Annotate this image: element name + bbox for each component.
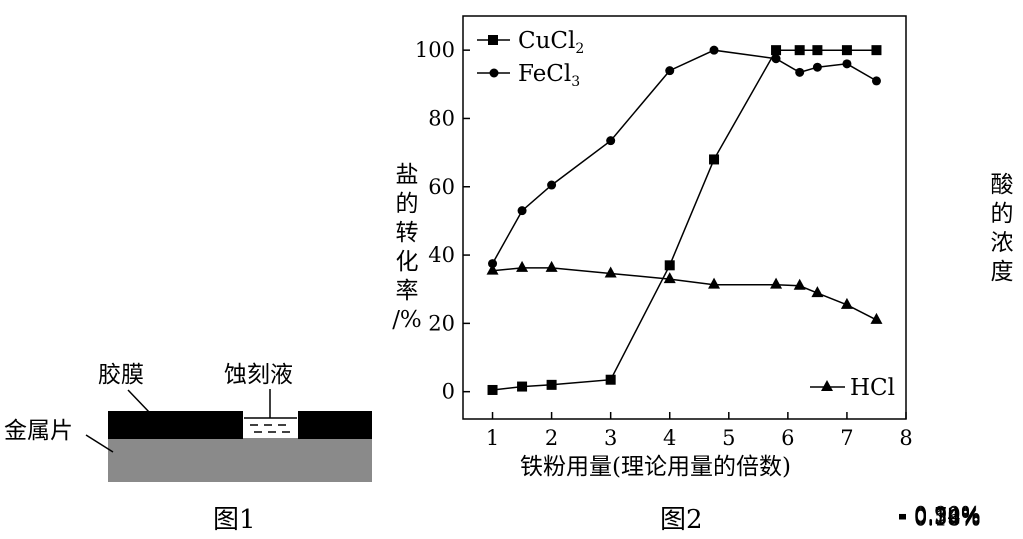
legend-fecl3: FeCl3 (477, 61, 580, 90)
legend-cucl2: CuCl2 (477, 28, 584, 57)
left-tick-label: 80 (428, 106, 455, 130)
data-point-cucl2 (794, 45, 805, 56)
data-point-fecl3 (842, 59, 852, 69)
data-point-fecl3 (871, 76, 881, 86)
legend-label-fecl3: FeCl3 (518, 61, 580, 90)
data-point-fecl3 (771, 54, 781, 64)
x-tick-label: 6 (781, 426, 794, 450)
x-axis-title: 铁粉用量(理论用量的倍数) (520, 454, 791, 480)
right-tick-label: 0.72% (914, 504, 981, 528)
data-point-hcl (663, 272, 676, 284)
series-line-cucl2 (492, 49, 877, 391)
data-point-hcl (604, 266, 617, 278)
right-tick-label: 0.18% (914, 507, 981, 531)
legend-label-hcl: HCl (850, 375, 895, 401)
right-axis-ticks: 0.18%0.36%0.54%0.72%0.90% (899, 503, 981, 531)
series-hcl (486, 260, 883, 324)
data-point-cucl2 (812, 45, 823, 56)
left-tick-label: 40 (428, 243, 455, 267)
legend-label-cucl2: CuCl2 (518, 28, 584, 57)
data-point-hcl (811, 286, 824, 298)
etchant-label: 蚀刻液 (224, 362, 293, 388)
right-axis-title-char: 酸 (991, 172, 1014, 198)
data-point-cucl2 (517, 381, 528, 392)
left-tick-label: 100 (415, 38, 455, 62)
data-point-hcl (770, 277, 783, 289)
figure2-chart: 1 2 3 4 5 6 7 8 0 20 40 60 80 100 0.18%0.36%0.54%0.7… (392, 15, 1014, 535)
data-point-hcl (516, 260, 529, 272)
film-leader-line (127, 389, 151, 414)
data-point-hcl (486, 263, 499, 275)
metal-label: 金属片 (4, 418, 73, 444)
x-tick-label: 4 (663, 426, 676, 450)
data-point-cucl2 (664, 260, 675, 271)
x-tick-label: 5 (722, 426, 735, 450)
data-point-cucl2 (546, 379, 557, 390)
series-layer (486, 45, 883, 395)
left-tick-label: 60 (428, 175, 455, 199)
figure1-diagram: 胶膜 蚀刻液 金属片 图1 (4, 362, 372, 535)
plot-frame (462, 15, 907, 420)
right-axis-title-char: 浓 (991, 230, 1014, 256)
data-point-hcl (870, 312, 883, 324)
x-tick-label: 2 (545, 426, 558, 450)
data-point-cucl2 (605, 374, 616, 385)
legend-hcl: HCl (810, 375, 895, 401)
data-point-cucl2 (871, 45, 882, 56)
data-point-fecl3 (488, 259, 498, 269)
x-tick-label: 7 (840, 426, 853, 450)
right-tick-label: 0.54% (914, 505, 981, 529)
data-point-fecl3 (812, 62, 822, 72)
data-point-cucl2 (709, 154, 720, 165)
figure2-caption: 图2 (660, 505, 703, 535)
data-point-cucl2 (841, 45, 852, 56)
data-point-fecl3 (606, 136, 616, 146)
data-point-hcl (840, 297, 853, 309)
left-axis-title-char: 率 (396, 278, 419, 304)
left-axis-title-char: 盐 (396, 162, 419, 188)
right-tick-label: 0.90% (914, 503, 981, 527)
metal-sheet (108, 438, 372, 482)
data-point-fecl3 (547, 180, 557, 190)
left-axis-ticks: 0 20 40 60 80 100 (415, 38, 470, 404)
left-tick-label: 0 (442, 380, 455, 404)
data-point-fecl3 (517, 206, 527, 216)
left-axis-title-char: 转 (396, 220, 419, 246)
x-tick-label: 1 (486, 426, 499, 450)
data-point-hcl (545, 260, 558, 272)
left-tick-label: 20 (428, 311, 455, 335)
left-axis-title-char: 化 (396, 249, 419, 275)
x-tick-label: 8 (899, 426, 912, 450)
series-fecl3 (488, 45, 881, 269)
data-point-fecl3 (709, 45, 719, 55)
x-axis-ticks: 1 2 3 4 5 6 7 8 (486, 412, 913, 450)
right-axis-title-char: 度 (991, 259, 1014, 285)
left-axis-title-char: /% (392, 307, 422, 333)
series-cucl2 (487, 45, 882, 395)
right-tick-label: 0.36% (914, 506, 981, 530)
data-point-cucl2 (771, 45, 782, 56)
film-label: 胶膜 (98, 362, 144, 388)
film-left (108, 411, 243, 439)
left-axis-title-char: 的 (396, 191, 419, 217)
data-point-hcl (793, 278, 806, 290)
data-point-hcl (708, 277, 721, 289)
right-axis-title-char: 的 (991, 201, 1014, 227)
data-point-cucl2 (487, 384, 498, 395)
figure1-caption: 图1 (213, 505, 256, 535)
data-point-fecl3 (665, 66, 675, 76)
x-tick-label: 3 (604, 426, 617, 450)
etchant-well (244, 417, 297, 433)
film-right (298, 411, 372, 439)
data-point-fecl3 (795, 67, 805, 77)
metal-leader-line (85, 434, 114, 453)
